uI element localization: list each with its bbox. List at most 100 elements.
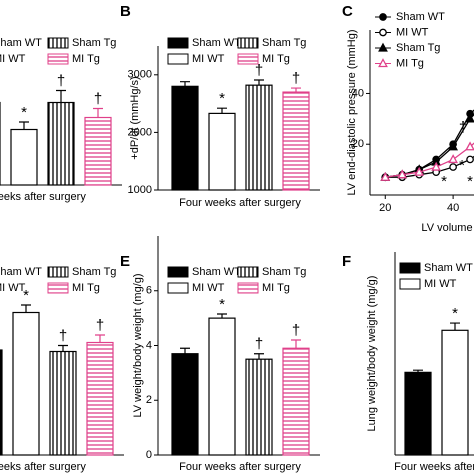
point [466, 155, 474, 164]
x-axis-label: Four weeks after surgery [0, 191, 86, 203]
y-axis-label: Lung weight/body weight (mg/g) [366, 276, 378, 432]
error-bar [56, 89, 66, 103]
legend-label: MI Tg [262, 282, 290, 294]
legend-label: MI Tg [396, 57, 424, 69]
significance-marker: * [219, 296, 225, 313]
error-bar [19, 121, 29, 130]
legend-swatch [47, 282, 69, 294]
panel-label: B [120, 3, 131, 20]
legend-swatch [167, 266, 189, 278]
point [414, 166, 425, 176]
bar [404, 371, 432, 456]
error-bar [413, 369, 423, 373]
significance-marker: † [292, 70, 300, 87]
significance-marker: * [23, 287, 29, 304]
point [465, 113, 474, 123]
point [448, 154, 459, 164]
bar [245, 358, 273, 456]
legend-swatch [47, 37, 69, 49]
legend-label: Sham Tg [262, 37, 306, 49]
error-bar [254, 79, 264, 86]
y-tick-label: 1000 [128, 184, 152, 196]
bar [208, 112, 236, 191]
panel-label: F [342, 253, 351, 270]
legend-label: Sham WT [424, 262, 473, 274]
y-tick-label: 4 [146, 339, 152, 351]
legend-label: Sham WT [0, 266, 42, 278]
y-tick-label: 6 [146, 285, 152, 297]
error-bar [217, 107, 227, 114]
point [397, 169, 408, 179]
x-axis-label: LV volume [421, 222, 472, 234]
significance-marker: † [292, 322, 300, 339]
legend-label: MI Tg [72, 282, 100, 294]
panel-label: E [120, 253, 130, 270]
legend-marker [379, 28, 387, 37]
legend-label: Sham WT [396, 11, 445, 23]
legend-swatch [399, 262, 421, 274]
error-bar [217, 313, 227, 319]
bar [84, 116, 112, 186]
annotation: * [441, 173, 447, 190]
y-axis-label: LV weight/body weight (mg/g) [132, 273, 144, 417]
legend-swatch [237, 266, 259, 278]
legend-label: Sham WT [192, 37, 241, 49]
bar [49, 350, 77, 456]
error-bar [180, 81, 190, 87]
error-bar [93, 107, 103, 118]
legend-marker [378, 42, 388, 52]
legend-swatch [399, 278, 421, 290]
legend-label: Sham Tg [262, 266, 306, 278]
error-bar [21, 304, 31, 313]
legend-marker [379, 13, 387, 21]
legend-swatch [237, 37, 259, 49]
point [380, 171, 391, 181]
bar [47, 101, 75, 186]
legend-swatch [167, 282, 189, 294]
bar [10, 128, 38, 186]
legend-label: Sham Tg [396, 42, 440, 54]
legend-label: MI Tg [72, 53, 100, 65]
annotation: † [459, 119, 467, 136]
y-tick-label: 2 [146, 394, 152, 406]
legend-swatch [167, 37, 189, 49]
legend-label: Sham WT [192, 266, 241, 278]
y-tick-label: 2000 [128, 126, 152, 138]
significance-marker: * [219, 90, 225, 107]
x-axis-label: Four weeks after surgery [0, 461, 86, 473]
legend-swatch [237, 53, 259, 65]
y-tick-label: 20 [352, 138, 364, 150]
legend-label: Sham Tg [72, 37, 116, 49]
point [449, 163, 457, 171]
y-tick-label: 40 [352, 87, 364, 99]
significance-marker: † [94, 90, 102, 107]
legend-label: MI WT [424, 278, 457, 290]
legend-label: Sham Tg [72, 266, 116, 278]
bar [245, 84, 273, 191]
legend-label: MI WT [0, 53, 26, 65]
legend-marker [378, 58, 388, 68]
point [448, 141, 459, 151]
bar [86, 341, 114, 456]
x-axis-label: Four weeks after surgery [179, 461, 301, 473]
legend-label: MI WT [192, 282, 225, 294]
legend-label: MI WT [396, 26, 429, 38]
significance-marker: † [255, 62, 263, 79]
bar [0, 349, 3, 456]
bar [282, 91, 310, 191]
error-bar [58, 344, 68, 352]
significance-marker: † [57, 72, 65, 89]
bar [282, 347, 310, 456]
x-axis-label: Four weeks after surgery [179, 197, 301, 209]
bar [171, 85, 199, 191]
x-tick-label: 40 [447, 202, 459, 214]
bar [12, 311, 40, 456]
legend-label: Sham WT [0, 37, 42, 49]
significance-marker: † [96, 317, 104, 334]
legend-swatch [47, 53, 69, 65]
bar [208, 317, 236, 456]
x-tick-label: 20 [379, 202, 391, 214]
error-bar [450, 322, 460, 331]
legend-label: MI WT [0, 282, 26, 294]
